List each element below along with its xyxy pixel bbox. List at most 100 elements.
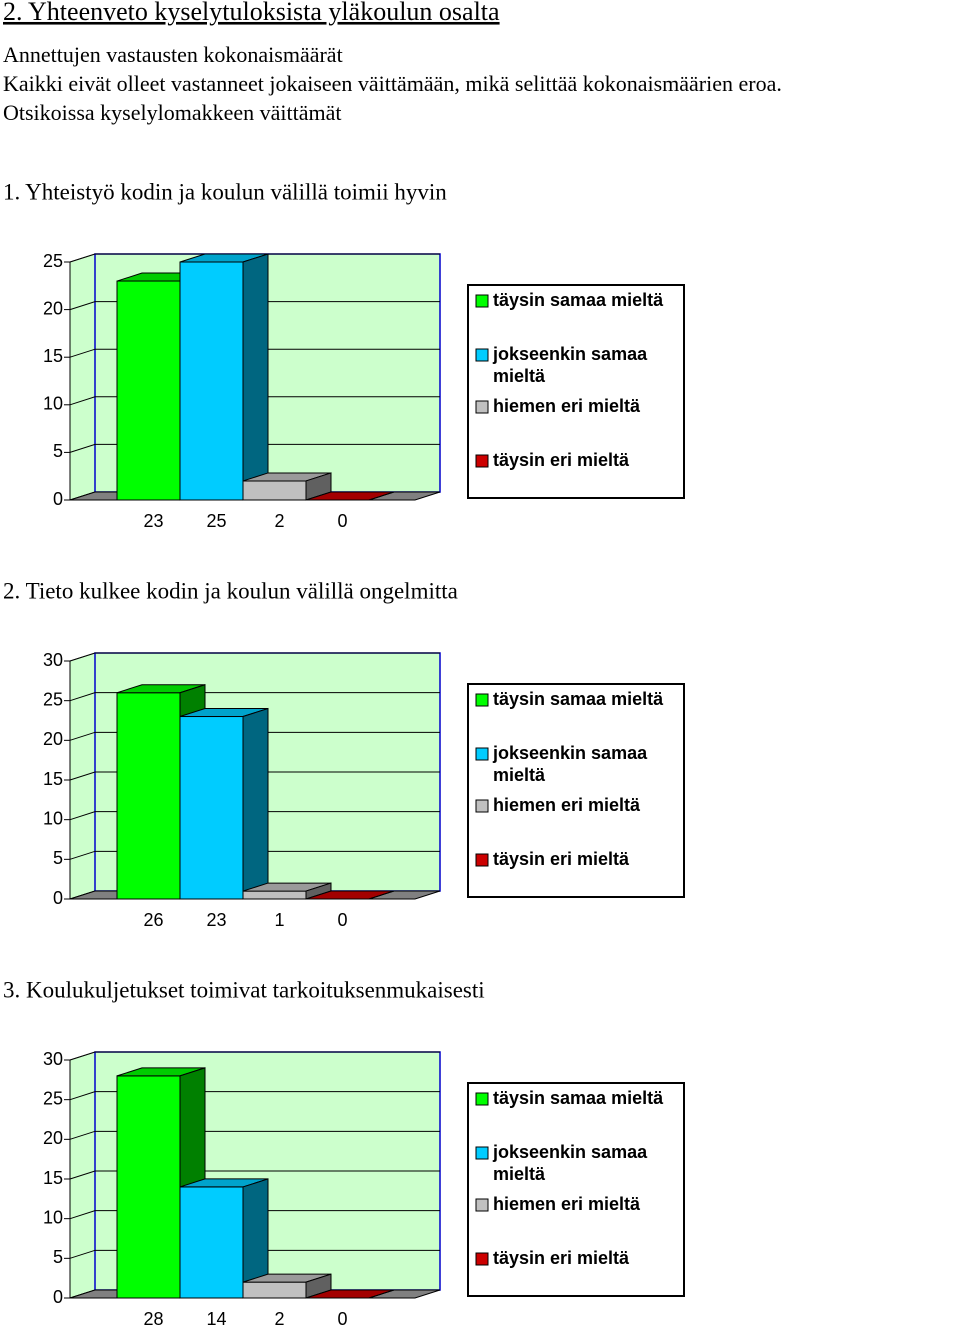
grid-line — [69, 1170, 440, 1180]
chart-title: 2. Tieto kulkee kodin ja koulun välillä … — [3, 578, 458, 603]
legend-swatch — [475, 1252, 489, 1266]
legend-label: täysin samaa mieltä — [493, 1088, 664, 1108]
bar-front — [242, 890, 307, 900]
chart-title: 1. Yhteistyö kodin ja koulun välillä toi… — [3, 179, 447, 204]
grid-line — [69, 348, 440, 358]
bar — [242, 472, 332, 501]
legend-swatch — [475, 693, 489, 707]
y-tick-label: 20 — [43, 1128, 63, 1148]
y-tick-label: 10 — [43, 808, 63, 828]
y-tick-label: 25 — [43, 1088, 63, 1108]
data-label: 23 — [206, 910, 226, 930]
y-tick-label: 25 — [43, 689, 63, 709]
y-tick-label: 5 — [53, 1247, 63, 1267]
y-tick-label: 15 — [43, 769, 63, 789]
y-tick-label: 0 — [53, 888, 63, 908]
bar — [179, 707, 269, 900]
grid-line — [69, 396, 440, 406]
data-label: 2 — [274, 1309, 284, 1329]
y-tick-label: 20 — [43, 298, 63, 318]
data-label: 25 — [206, 511, 226, 531]
grid-line — [69, 1051, 440, 1061]
legend-label: täysin eri mieltä — [493, 450, 630, 470]
data-label: 0 — [337, 511, 347, 531]
grid-line — [69, 253, 440, 263]
grid-line — [69, 1130, 440, 1140]
legend-label: jokseenkin samaa mieltä — [492, 743, 652, 785]
chart-title: 3. Koulukuljetukset toimivat tarkoitukse… — [3, 977, 485, 1002]
bar-side — [368, 890, 395, 900]
bar — [305, 491, 395, 501]
bar — [242, 1273, 332, 1299]
legend-label: täysin samaa mieltä — [493, 290, 664, 310]
legend-label: täysin eri mieltä — [493, 849, 630, 869]
bar-side — [368, 1289, 395, 1299]
data-label: 14 — [206, 1309, 226, 1329]
legend-label: hiemen eri mieltä — [493, 795, 641, 815]
bar-front — [179, 261, 244, 501]
legend-swatch — [475, 294, 489, 308]
intro-line: Otsikoissa kyselylomakkeen väittämät — [3, 100, 342, 125]
legend-label: jokseenkin samaa mieltä — [492, 1142, 652, 1184]
data-label: 28 — [143, 1309, 163, 1329]
grid-line — [69, 301, 440, 311]
y-tick-label: 5 — [53, 848, 63, 868]
grid-line — [69, 652, 440, 662]
legend-swatch — [475, 348, 489, 362]
y-tick-label: 5 — [53, 441, 63, 461]
y-tick-label: 15 — [43, 346, 63, 366]
legend-line: jokseenkin samaa — [492, 344, 652, 364]
page-title: 2. Yhteenveto kyselytuloksista yläkoulun… — [3, 0, 500, 26]
legend-box — [467, 1082, 685, 1297]
legend-line: mieltä — [493, 366, 546, 386]
grid-line — [69, 811, 440, 821]
legend-box — [467, 683, 685, 898]
bar — [242, 882, 332, 900]
y-tick-label: 30 — [43, 1049, 63, 1069]
legend-swatch — [475, 454, 489, 468]
legend-box — [467, 284, 685, 499]
data-label: 0 — [337, 910, 347, 930]
bar-front — [116, 1075, 181, 1299]
grid-line — [69, 771, 440, 781]
legend-swatch — [475, 1198, 489, 1212]
y-tick-label: 25 — [43, 251, 63, 271]
y-tick-label: 0 — [53, 1287, 63, 1307]
intro-line: Kaikki eivät olleet vastanneet jokaiseen… — [3, 71, 782, 96]
legend-swatch — [475, 853, 489, 867]
bar — [305, 1289, 395, 1299]
intro-line: Annettujen vastausten kokonaismäärät — [3, 42, 343, 67]
bar-front — [179, 1186, 244, 1299]
y-tick-label: 20 — [43, 729, 63, 749]
legend-line: jokseenkin samaa — [492, 743, 652, 763]
legend-swatch — [475, 747, 489, 761]
data-label: 1 — [274, 910, 284, 930]
legend-label: jokseenkin samaa mieltä — [492, 344, 652, 386]
data-label: 23 — [143, 511, 163, 531]
grid-line — [69, 1091, 440, 1101]
bar — [179, 1178, 269, 1299]
legend-label: hiemen eri mieltä — [493, 396, 641, 416]
data-label: 0 — [337, 1309, 347, 1329]
side-wall — [69, 253, 96, 501]
y-tick-label: 10 — [43, 394, 63, 414]
bar-side — [242, 253, 269, 501]
grid-line — [69, 850, 440, 860]
bar-side — [242, 707, 269, 900]
grid-line — [69, 1249, 440, 1259]
bar-front — [116, 692, 181, 900]
legend-line: mieltä — [493, 765, 546, 785]
grid-line — [69, 731, 440, 741]
grid-line — [69, 692, 440, 702]
legend-swatch — [475, 799, 489, 813]
legend-label: täysin samaa mieltä — [493, 689, 664, 709]
legend-label: täysin eri mieltä — [493, 1248, 630, 1268]
data-label: 26 — [143, 910, 163, 930]
y-tick-label: 10 — [43, 1207, 63, 1227]
legend-line: jokseenkin samaa — [492, 1142, 652, 1162]
bar-front — [242, 480, 307, 501]
bar-front — [242, 1281, 307, 1299]
legend-label: hiemen eri mieltä — [493, 1194, 641, 1214]
bar — [179, 253, 269, 501]
